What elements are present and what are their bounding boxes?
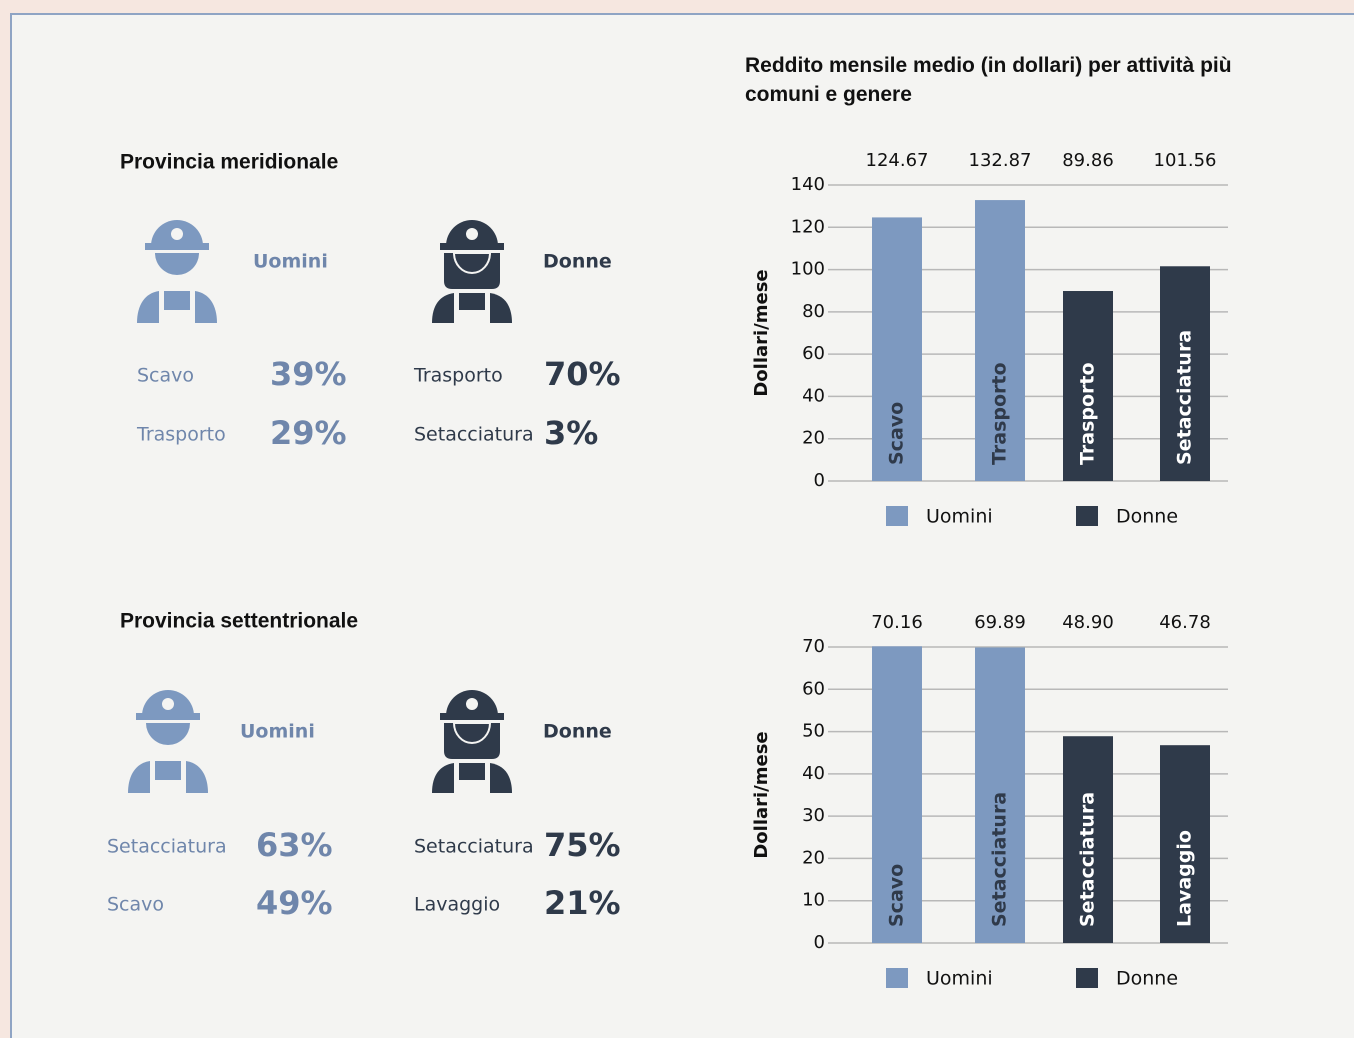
value-label: 70.16 [871, 612, 923, 633]
category-label: Trasporto [1077, 362, 1099, 465]
job-name: Trasporto [413, 365, 503, 387]
y-axis-label: Dollari/mese [751, 269, 772, 396]
men-label: Uomini [253, 251, 328, 273]
category-label: Setacciatura [1077, 792, 1099, 927]
job-share: 39% [270, 355, 347, 393]
job-share: 3% [544, 414, 598, 452]
y-tick-label: 100 [791, 259, 825, 280]
y-tick-label: 60 [802, 678, 825, 699]
men-label: Uomini [240, 721, 315, 743]
job-name: Trasporto [136, 424, 226, 446]
y-tick-label: 40 [802, 385, 825, 406]
job-share: 29% [270, 414, 347, 452]
job-name: Setacciatura [107, 836, 227, 858]
bar [872, 217, 922, 482]
y-tick-label: 140 [791, 174, 825, 195]
value-label: 124.67 [866, 150, 929, 171]
category-label: Scavo [886, 864, 908, 927]
bar [1063, 291, 1113, 481]
value-label: 69.89 [974, 612, 1026, 633]
value-label: 89.86 [1062, 150, 1114, 171]
category-label: Trasporto [989, 362, 1011, 465]
legend-label: Donne [1116, 506, 1178, 528]
y-tick-label: 70 [802, 636, 825, 657]
y-tick-label: 60 [802, 343, 825, 364]
y-axis-label: Dollari/mese [751, 731, 772, 858]
value-label: 101.56 [1154, 150, 1217, 171]
y-tick-label: 0 [814, 932, 825, 953]
legend-label: Uomini [926, 506, 993, 528]
job-name: Setacciatura [414, 424, 534, 446]
women-label: Donne [543, 721, 612, 743]
legend-swatch [886, 968, 908, 988]
y-tick-label: 50 [802, 721, 825, 742]
job-name: Scavo [137, 365, 194, 387]
bar [1160, 266, 1210, 481]
value-label: 46.78 [1159, 612, 1211, 633]
women-label: Donne [543, 251, 612, 273]
bar [872, 646, 922, 943]
bar [975, 647, 1025, 943]
job-name: Scavo [107, 894, 164, 916]
job-share: 21% [544, 884, 621, 922]
job-name: Lavaggio [414, 894, 500, 916]
category-label: Lavaggio [1174, 830, 1196, 927]
job-share: 75% [544, 826, 621, 864]
y-tick-label: 20 [802, 428, 825, 449]
value-label: 48.90 [1062, 612, 1114, 633]
y-tick-label: 40 [802, 763, 825, 784]
job-name: Setacciatura [414, 836, 534, 858]
legend-swatch [886, 506, 908, 526]
legend-swatch [1076, 506, 1098, 526]
bar [975, 200, 1025, 481]
value-label: 132.87 [969, 150, 1032, 171]
y-tick-label: 30 [802, 805, 825, 826]
job-share: 70% [544, 355, 621, 393]
section-title: Provincia meridionale [120, 151, 338, 174]
y-tick-label: 10 [802, 890, 825, 911]
job-share: 49% [256, 884, 333, 922]
y-tick-label: 0 [814, 470, 825, 491]
legend-swatch [1076, 968, 1098, 988]
job-share: 63% [256, 826, 333, 864]
category-label: Scavo [886, 402, 908, 465]
legend-label: Uomini [926, 968, 993, 990]
bar [1063, 736, 1113, 943]
category-label: Setacciatura [1174, 330, 1196, 465]
section-title: Provincia settentrionale [120, 610, 358, 633]
chart-title: Reddito mensile medio (in dollari) per a… [745, 54, 1232, 106]
category-label: Setacciatura [989, 792, 1011, 927]
y-tick-label: 120 [791, 216, 825, 237]
y-tick-label: 80 [802, 301, 825, 322]
bar [1160, 745, 1210, 943]
y-tick-label: 20 [802, 847, 825, 868]
legend-label: Donne [1116, 968, 1178, 990]
